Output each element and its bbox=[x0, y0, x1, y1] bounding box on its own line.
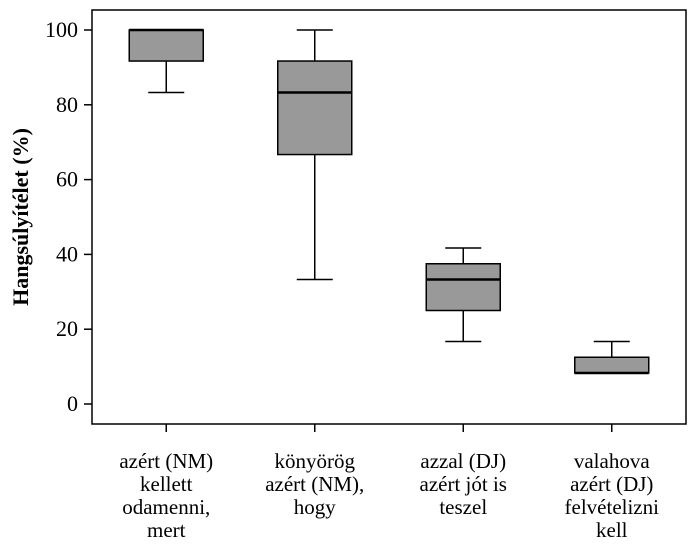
x-category-label-line: felvételizni bbox=[565, 495, 660, 519]
x-category-label-line: azért (NM), bbox=[265, 472, 364, 496]
x-category-label-line: kellett bbox=[140, 472, 193, 496]
iqr-box bbox=[128, 29, 204, 62]
x-category-label-line: odamenni, bbox=[122, 495, 210, 519]
x-category-label-line: könyörög bbox=[275, 449, 356, 473]
y-tick-label: 100 bbox=[45, 17, 78, 42]
x-category-label-line: azzal (DJ) bbox=[420, 449, 506, 473]
x-category-label-line: teszel bbox=[439, 495, 487, 519]
box-item bbox=[128, 28, 204, 94]
box-item bbox=[277, 29, 353, 281]
y-axis: 0 20 40 60 80 100 bbox=[45, 17, 92, 416]
y-tick-label: 20 bbox=[56, 316, 78, 341]
box-series bbox=[128, 28, 650, 375]
plot-area-frame bbox=[91, 9, 687, 425]
x-category-label-line: valahova bbox=[574, 449, 650, 473]
x-category-label-line: hogy bbox=[294, 495, 337, 519]
y-tick-label: 0 bbox=[67, 391, 78, 416]
y-tick-label: 60 bbox=[56, 167, 78, 192]
box-item bbox=[425, 247, 501, 343]
x-category-label-line: azért (DJ) bbox=[570, 472, 653, 496]
y-tick-label: 80 bbox=[56, 92, 78, 117]
x-category-label: azzal (DJ) azért jót is teszel bbox=[420, 449, 507, 519]
x-category-label: azért (NM) kellett odamenni, mert bbox=[119, 449, 213, 542]
iqr-box bbox=[574, 356, 650, 374]
x-category-label-line: azért jót is bbox=[420, 472, 507, 496]
x-category-label-line: mert bbox=[147, 518, 186, 542]
y-tick-label: 40 bbox=[56, 241, 78, 266]
iqr-box bbox=[277, 60, 353, 156]
x-category-label: valahova azért (DJ) felvételizni kell bbox=[565, 449, 660, 542]
x-category-label-line: kell bbox=[596, 518, 628, 542]
x-category-label-line: azért (NM) bbox=[119, 449, 213, 473]
y-axis-title: Hangsúlyítélet (%) bbox=[8, 128, 33, 306]
box-item bbox=[574, 340, 650, 375]
x-category-label: könyörög azért (NM), hogy bbox=[265, 449, 364, 519]
iqr-box bbox=[425, 263, 501, 312]
